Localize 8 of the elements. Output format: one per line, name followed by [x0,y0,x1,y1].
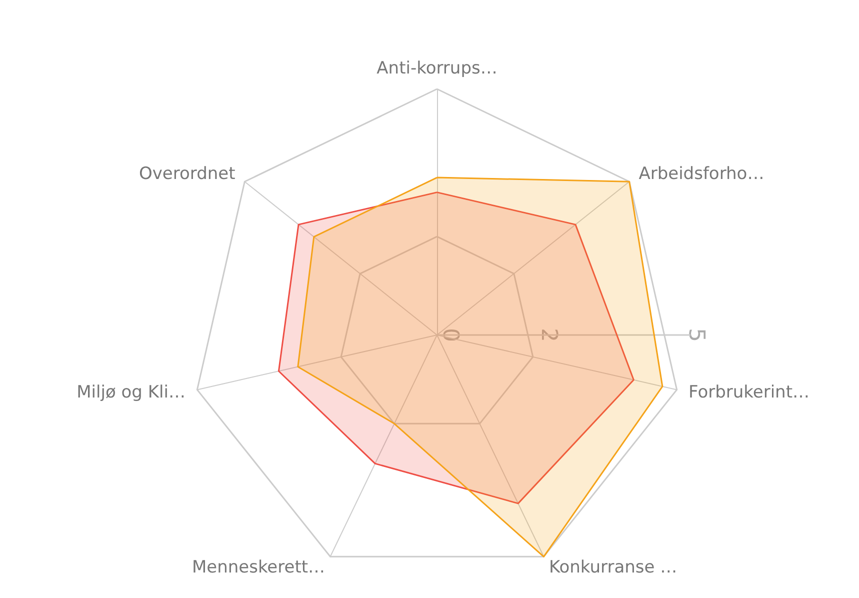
spoke-label: Anti-korrups… [376,58,498,78]
y-tick-label: 5 [684,328,708,342]
spoke-label: Miljø og Kli… [76,382,186,402]
spoke-label: Forbrukerint… [688,382,810,402]
spoke-label: Overordnet [138,164,236,184]
spoke-label: Konkurranse … [548,557,678,578]
spoke-label: Menneskerett… [192,557,326,578]
spoke-label: Arbeidsforho… [638,164,764,184]
